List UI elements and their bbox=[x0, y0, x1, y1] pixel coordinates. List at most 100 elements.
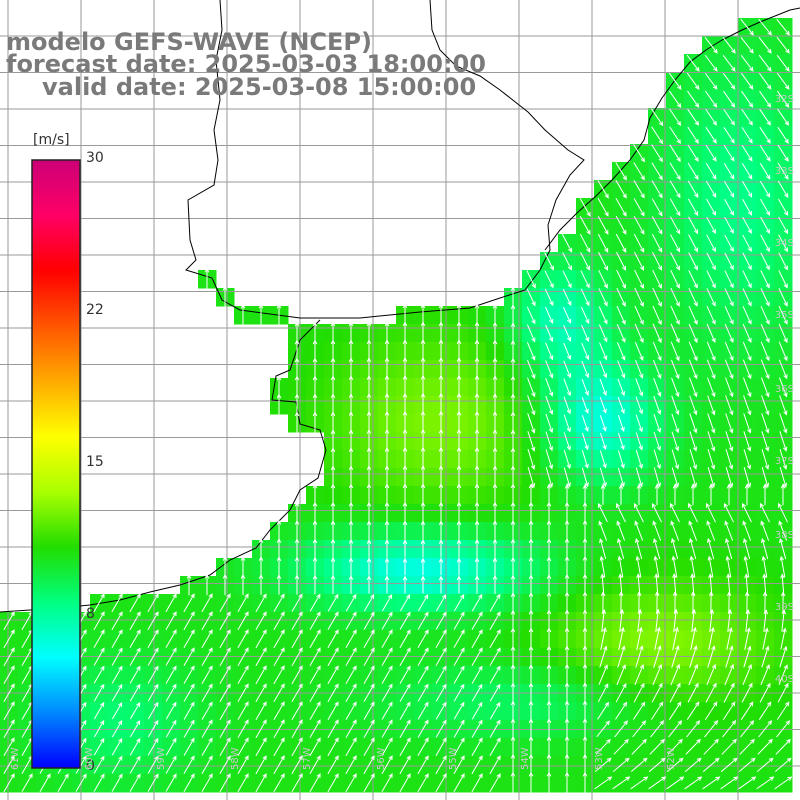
wind-arrow bbox=[273, 755, 285, 775]
wind-arrow bbox=[651, 234, 663, 253]
wind-arrow bbox=[510, 501, 516, 524]
wind-arrow bbox=[601, 608, 607, 633]
wind-arrow bbox=[688, 341, 698, 362]
wind-arrow bbox=[634, 323, 644, 344]
wind-arrow bbox=[417, 701, 429, 720]
wind-arrow bbox=[456, 557, 462, 576]
wind-arrow bbox=[183, 773, 195, 792]
wind-arrow bbox=[670, 269, 680, 289]
wind-arrow bbox=[758, 36, 772, 54]
wind-arrow bbox=[633, 144, 645, 163]
wind-arrow bbox=[581, 324, 590, 343]
wind-arrow bbox=[723, 144, 735, 162]
wind-arrow bbox=[757, 738, 773, 755]
wind-arrow bbox=[689, 645, 698, 668]
wind-arrow bbox=[546, 574, 552, 595]
wind-arrow bbox=[706, 305, 716, 325]
wind-arrow bbox=[510, 700, 516, 721]
wind-arrow bbox=[742, 288, 752, 307]
wind-arrow bbox=[582, 483, 588, 505]
wind-arrow bbox=[666, 757, 684, 773]
wind-arrow bbox=[740, 36, 754, 54]
wind-arrow bbox=[634, 537, 643, 560]
wind-arrow bbox=[345, 629, 357, 649]
wind-arrow bbox=[276, 556, 282, 577]
wind-arrow bbox=[165, 665, 177, 684]
wind-arrow bbox=[183, 755, 195, 774]
wind-arrow bbox=[705, 144, 717, 162]
wind-arrow bbox=[706, 537, 715, 560]
wind-arrow bbox=[563, 449, 571, 470]
lon-label: 56W bbox=[376, 747, 387, 770]
wind-arrow bbox=[544, 270, 554, 289]
wind-arrow bbox=[778, 234, 788, 253]
wind-arrow bbox=[760, 377, 770, 398]
wind-arrow bbox=[724, 252, 734, 271]
wind-arrow bbox=[579, 197, 591, 217]
wind-arrow bbox=[237, 701, 249, 721]
wind-arrow bbox=[598, 664, 608, 685]
wind-arrow bbox=[201, 683, 213, 702]
wind-arrow bbox=[309, 665, 321, 685]
wind-arrow bbox=[204, 267, 210, 290]
title-model: modelo GEFS-WAVE (NCEP) bbox=[6, 28, 372, 56]
lon-label: 54W bbox=[520, 747, 531, 770]
wind-arrow bbox=[742, 216, 752, 234]
wind-arrow bbox=[706, 520, 716, 541]
wind-arrow bbox=[686, 54, 700, 72]
wind-arrow bbox=[762, 591, 768, 614]
wind-arrow bbox=[546, 538, 552, 559]
wind-arrow bbox=[453, 701, 465, 720]
wind-arrow bbox=[201, 755, 213, 774]
wind-arrow bbox=[759, 108, 771, 126]
wind-arrow bbox=[435, 665, 447, 684]
wind-arrow bbox=[617, 360, 626, 379]
wind-arrow bbox=[777, 90, 790, 108]
wind-arrow bbox=[636, 590, 642, 614]
wind-arrow bbox=[630, 757, 648, 773]
wind-arrow bbox=[129, 593, 141, 613]
wind-arrow bbox=[545, 342, 554, 361]
wind-arrow bbox=[399, 773, 411, 793]
wind-arrow bbox=[653, 413, 662, 433]
wind-arrow bbox=[438, 539, 444, 558]
wind-arrow bbox=[688, 323, 698, 344]
wind-arrow bbox=[652, 269, 662, 289]
wind-arrow bbox=[691, 608, 697, 633]
wind-arrow bbox=[761, 555, 768, 578]
wind-arrow bbox=[707, 449, 716, 470]
wind-arrow bbox=[594, 776, 613, 790]
wind-arrow bbox=[366, 501, 372, 524]
wind-arrow bbox=[563, 360, 572, 379]
wind-arrow bbox=[402, 501, 408, 524]
wind-arrow bbox=[776, 720, 791, 738]
wind-arrow bbox=[291, 611, 303, 630]
wind-arrows bbox=[3, 18, 793, 794]
wind-arrow bbox=[778, 341, 788, 362]
lon-label: 53W bbox=[594, 747, 605, 770]
wind-arrow bbox=[616, 323, 626, 343]
wind-arrow bbox=[633, 198, 645, 217]
wind-arrow bbox=[435, 773, 447, 793]
wind-arrow bbox=[706, 198, 717, 216]
wind-arrow bbox=[687, 90, 700, 108]
wind-arrow bbox=[581, 342, 590, 361]
wind-arrow bbox=[546, 556, 552, 577]
wind-arrow bbox=[129, 683, 141, 702]
wind-arrow bbox=[453, 647, 465, 666]
wind-arrow bbox=[546, 519, 552, 542]
wind-arrow bbox=[723, 108, 735, 126]
wind-arrow bbox=[761, 413, 770, 434]
wind-arrow bbox=[546, 718, 552, 739]
wind-arrow bbox=[330, 538, 336, 559]
wind-arrow bbox=[165, 737, 177, 756]
wind-arrow bbox=[21, 773, 33, 793]
wind-arrow bbox=[741, 180, 753, 198]
wind-arrow bbox=[671, 467, 680, 488]
wind-arrow bbox=[183, 629, 195, 649]
wind-arrow bbox=[760, 198, 771, 216]
wind-arrow bbox=[526, 270, 536, 289]
wind-arrow bbox=[276, 519, 282, 542]
wind-arrow bbox=[255, 701, 267, 721]
wind-arrow bbox=[489, 755, 501, 775]
